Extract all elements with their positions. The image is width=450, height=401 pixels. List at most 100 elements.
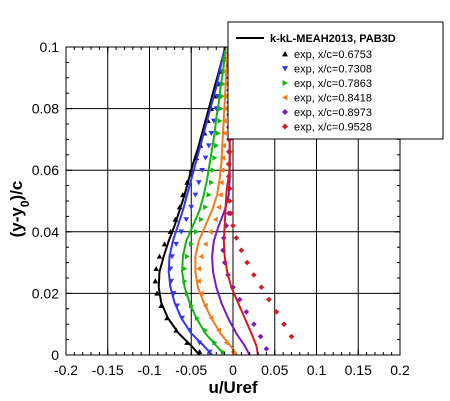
data-point [199,167,205,173]
y-tick-label: 0.1 [40,39,60,55]
data-point [263,346,270,352]
data-point [222,105,228,112]
data-point [208,131,215,137]
y-axis-label-main: (y-y [7,207,26,238]
data-point [223,68,229,75]
data-point [173,241,180,247]
data-point [202,241,208,247]
x-axis-label: u/Uref [208,378,257,397]
data-point [217,118,223,124]
data-point [217,192,223,198]
y-tick-label: 0.06 [32,162,59,178]
data-point [212,339,218,346]
data-point [192,192,199,198]
data-point [179,315,185,321]
data-point [161,241,168,247]
series-1 [167,46,227,355]
data-point [184,290,190,297]
legend-entries: exp, x/c=0.6753 exp, x/c=0.7308 exp, x/c=0… [282,49,372,134]
data-point [186,328,193,334]
data-point [195,265,202,272]
y-axis-label-tail: )/c [7,181,26,201]
series-3 [194,46,239,355]
x-tick-label: 0.2 [390,362,410,378]
data-point [174,303,180,309]
data-point [221,142,227,149]
legend-marker [282,66,288,72]
data-point [223,81,229,87]
data-point [188,204,195,210]
data-point [244,259,250,266]
data-point [226,173,232,180]
data-point [170,291,177,297]
data-point [215,130,221,137]
data-point [233,235,240,241]
legend-entry-label: exp, x/c=0.6753 [294,49,372,61]
legend-marker [282,94,288,101]
data-point [184,179,190,185]
data-point [214,142,220,149]
data-point [195,180,202,186]
data-point [218,105,224,112]
data-point [194,315,200,321]
y-axis-label-subscript: 0 [18,200,32,207]
data-point [221,259,228,266]
data-point [199,216,205,223]
data-point [158,302,164,308]
legend-entry-label: exp, x/c=0.7308 [294,64,372,76]
data-point [209,179,215,186]
data-point [226,161,232,167]
legend-box [227,21,444,140]
data-point [173,327,180,333]
x-tick-label: -0.1 [137,362,161,378]
data-point [227,210,234,217]
legend-entry-label: exp, x/c=0.8418 [294,93,372,105]
data-point [167,266,174,272]
data-point [226,198,233,204]
data-point [169,254,175,260]
data-point [281,321,287,327]
data-point [176,204,183,210]
data-point [203,327,209,334]
legend-marker [282,123,288,130]
data-point [205,143,212,149]
legend-entry-label: exp, x/c=0.8973 [294,107,372,119]
data-point [243,309,250,315]
data-point [218,179,224,186]
data-point [216,204,222,210]
data-point [220,155,226,161]
data-point [180,192,186,198]
y-axis-label: (y-y0)/c [7,181,32,238]
data-point [167,229,174,235]
data-point [172,216,179,222]
data-point [196,349,203,355]
data-point [221,118,227,124]
x-tick-label: 0.05 [261,362,288,378]
data-point [152,278,159,284]
series-line [157,46,227,355]
data-point [212,216,218,223]
data-point [226,148,233,155]
data-point [164,315,170,321]
data-point [223,222,230,229]
data-point [206,192,212,198]
data-point [154,290,160,296]
data-point [251,272,257,278]
y-tick-label: 0.08 [32,101,59,117]
data-point [208,315,214,321]
legend-entry-label: exp, x/c=0.9528 [294,122,372,134]
data-point [221,130,227,137]
data-point [288,333,295,340]
tick-labels: -0.2 -0.15 -0.1 -0.05 0 0.05 0.1 0.15 0.2 0 0.02 0.… [32,39,410,378]
data-point [195,278,202,284]
y-tick-label: 0.04 [32,224,59,240]
data-point [207,229,213,235]
data-point [196,340,203,346]
x-tick-label: 0.1 [307,362,327,378]
legend: k-kL-MEAH2013, PAB3D exp, x/c=0.6753exp,… [227,21,444,140]
x-tick-label: -0.2 [54,362,78,378]
x-tick-label: 0 [229,362,237,378]
data-point [182,278,188,284]
data-point [202,155,209,161]
data-point [156,253,163,259]
